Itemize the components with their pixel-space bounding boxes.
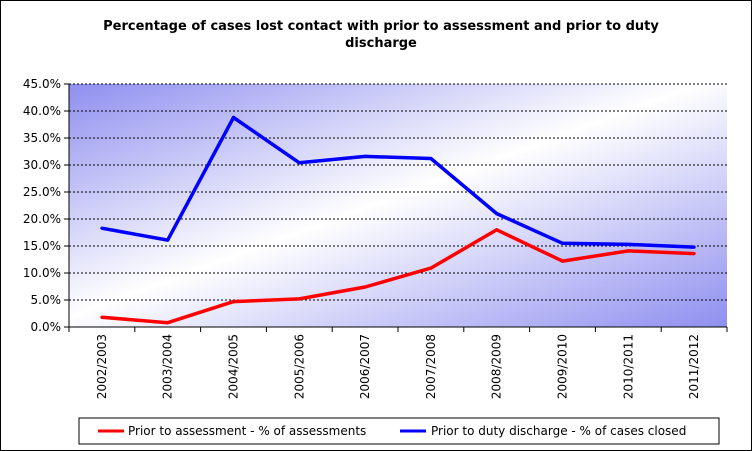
series-line-assessment	[101, 228, 695, 325]
chart-title-line-2: discharge	[345, 36, 417, 51]
x-tick-label: 2004/2005	[227, 334, 241, 399]
plot-area	[69, 84, 727, 327]
x-tick-label: 2002/2003	[95, 334, 109, 399]
data-point	[166, 238, 170, 242]
x-tick-label: 2006/2007	[358, 334, 372, 399]
x-tick-label: 2011/2012	[687, 334, 701, 399]
y-tick-label: 45.0%	[23, 77, 61, 91]
grid-lines	[69, 83, 727, 301]
data-point	[231, 300, 236, 304]
y-tick-label: 15.0%	[23, 239, 61, 253]
data-point	[692, 245, 696, 249]
x-tick-label: 2008/2009	[490, 334, 504, 399]
y-tick-label: 5.0%	[31, 293, 62, 307]
data-point	[560, 259, 565, 263]
data-point	[560, 241, 565, 245]
data-point	[429, 156, 433, 161]
series-line-duty-discharge	[101, 115, 695, 249]
legend-label-duty-discharge: Prior to duty discharge - % of cases clo…	[431, 424, 686, 438]
y-tick-label: 30.0%	[23, 158, 61, 172]
data-point	[626, 249, 630, 253]
y-tick-label: 25.0%	[23, 185, 61, 199]
data-point	[495, 212, 499, 216]
data-point	[166, 321, 170, 325]
data-point	[626, 242, 630, 246]
y-tick-label: 10.0%	[23, 266, 61, 280]
data-point	[692, 251, 696, 256]
y-tick-label: 0.0%	[31, 320, 62, 334]
data-point	[100, 226, 104, 230]
y-tick-label: 20.0%	[23, 212, 61, 226]
y-tick-label: 35.0%	[23, 131, 61, 145]
x-axis: 2002/2003 2003/2004 2004/2005 2005/2006 2006…	[68, 326, 728, 399]
data-point	[297, 161, 301, 165]
y-axis: 0.0% 5.0% 10.0% 15.0% 20.0% 25.0% 30.0% 35.0% 40…	[23, 77, 70, 334]
x-tick-label: 2007/2008	[424, 334, 438, 399]
x-tick-label: 2010/2011	[621, 334, 635, 399]
data-point	[363, 285, 367, 289]
legend-label-assessment: Prior to assessment - % of assessments	[128, 424, 366, 438]
data-point	[297, 297, 301, 301]
x-tick-label: 2009/2010	[556, 334, 570, 399]
data-point	[429, 266, 433, 270]
data-point	[231, 115, 236, 120]
y-tick-label: 40.0%	[23, 104, 61, 118]
data-point	[363, 154, 367, 158]
data-point	[100, 315, 104, 319]
data-point	[495, 228, 499, 232]
x-tick-label: 2003/2004	[161, 334, 175, 399]
x-tick-label: 2005/2006	[292, 334, 306, 399]
legend-box	[78, 417, 720, 445]
legend: Prior to assessment - % of assessments P…	[78, 417, 720, 445]
chart-title-line-1: Percentage of cases lost contact with pr…	[103, 19, 659, 34]
series-lines	[100, 115, 696, 325]
